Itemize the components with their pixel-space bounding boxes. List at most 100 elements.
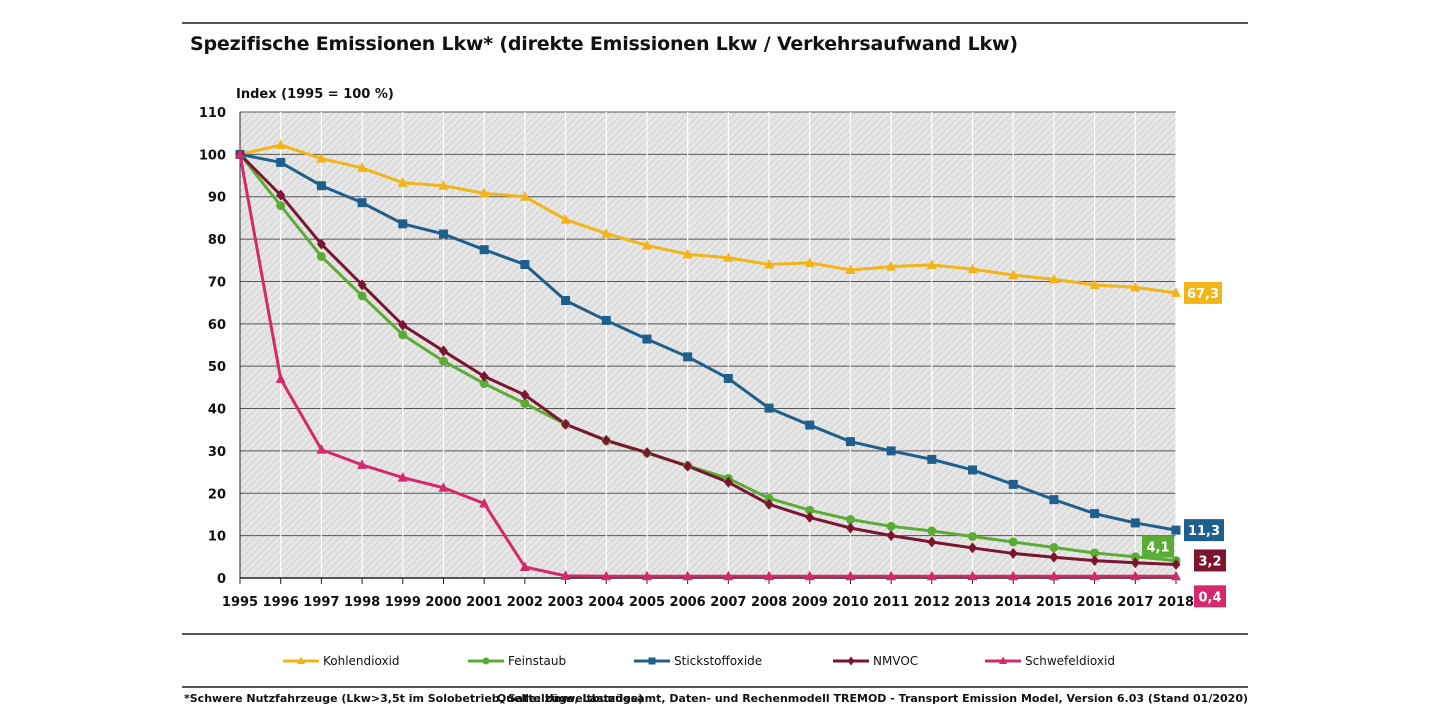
data-point-stickstoffoxide — [1008, 479, 1018, 489]
data-point-feinstaub — [316, 251, 326, 261]
data-point-kohlendioxid — [845, 264, 856, 275]
data-point-kohlendioxid — [560, 214, 571, 224]
data-point-stickstoffoxide — [561, 296, 571, 306]
series-line-feinstaub — [238, 153, 1177, 563]
data-point-nmvoc — [642, 447, 652, 459]
end-value-badge-stickstoffoxide — [1184, 519, 1224, 542]
x-tick-label: 2011 — [873, 595, 909, 610]
data-point-kohlendioxid — [275, 139, 286, 150]
data-point-stickstoffoxide — [1049, 495, 1059, 505]
series-line-nmvoc — [238, 153, 1177, 566]
data-point-nmvoc — [1090, 555, 1100, 567]
data-point-nmvoc — [1008, 547, 1018, 559]
data-point-schwefeldioxid — [723, 570, 734, 581]
data-point-stickstoffoxide — [479, 245, 489, 255]
data-point-stickstoffoxide — [927, 454, 937, 464]
data-point-schwefeldioxid — [804, 570, 815, 581]
legend-label-feinstaub: Feinstaub — [508, 654, 566, 668]
y-tick-label: 20 — [208, 487, 226, 502]
data-point-schwefeldioxid — [886, 570, 897, 581]
data-point-kohlendioxid — [926, 259, 937, 269]
data-point-schwefeldioxid — [275, 373, 286, 383]
top-rule — [182, 22, 1248, 24]
data-point-kohlendioxid — [519, 191, 530, 201]
data-point-stickstoffoxide — [276, 157, 286, 167]
plot-area — [240, 112, 1176, 578]
data-point-kohlendioxid — [641, 239, 652, 250]
legend-marker-nmvoc — [847, 656, 855, 666]
data-point-kohlendioxid — [1089, 279, 1100, 289]
x-tick-label: 2013 — [954, 595, 990, 610]
y-tick-label: 60 — [208, 318, 226, 333]
chart-title: Spezifische Emissionen Lkw* (direkte Emi… — [190, 33, 1018, 55]
data-point-schwefeldioxid — [235, 148, 245, 159]
data-point-feinstaub — [357, 291, 367, 301]
data-point-nmvoc — [316, 238, 326, 250]
data-point-schwefeldioxid — [316, 444, 327, 454]
x-tick-label: 2002 — [507, 595, 543, 610]
data-point-schwefeldioxid — [1008, 570, 1019, 581]
data-point-nmvoc — [357, 279, 367, 291]
data-point-feinstaub — [805, 505, 815, 515]
x-tick-label: 2015 — [1036, 595, 1072, 610]
data-point-feinstaub — [1008, 537, 1018, 547]
data-point-nmvoc — [520, 389, 530, 401]
data-point-kohlendioxid — [1171, 287, 1181, 297]
x-tick-label: 1998 — [344, 595, 380, 610]
data-point-stickstoffoxide — [357, 198, 367, 208]
data-point-feinstaub — [438, 356, 448, 366]
data-point-nmvoc — [438, 345, 448, 357]
data-point-nmvoc — [479, 370, 489, 382]
series-line-schwefeldioxid — [238, 154, 1176, 578]
data-point-stickstoffoxide — [764, 403, 774, 413]
legend-marker-feinstaub — [482, 657, 490, 665]
x-tick-label: 2008 — [751, 595, 787, 610]
data-point-schwefeldioxid — [1130, 570, 1141, 581]
y-axis-title: Index (1995 = 100 %) — [236, 87, 394, 102]
data-point-feinstaub — [479, 379, 489, 389]
x-tick-label: 1995 — [222, 595, 258, 610]
data-point-kohlendioxid — [397, 177, 408, 187]
data-point-feinstaub — [1090, 548, 1100, 558]
x-tick-label: 2004 — [588, 595, 624, 610]
end-value-badge-feinstaub — [1142, 535, 1174, 558]
data-point-stickstoffoxide — [398, 219, 408, 229]
y-tick-label: 30 — [208, 445, 226, 460]
data-point-nmvoc — [723, 476, 733, 488]
x-tick-label: 2006 — [670, 595, 706, 610]
data-point-kohlendioxid — [886, 261, 897, 271]
data-point-feinstaub — [276, 201, 286, 211]
data-point-kohlendioxid — [479, 187, 490, 198]
data-point-nmvoc — [601, 434, 611, 446]
data-point-feinstaub — [520, 398, 530, 408]
y-tick-label: 50 — [208, 360, 226, 375]
x-tick-label: 2012 — [914, 595, 950, 610]
data-point-stickstoffoxide — [316, 181, 326, 191]
data-point-stickstoffoxide — [968, 465, 978, 475]
data-point-nmvoc — [276, 189, 286, 201]
data-point-schwefeldioxid — [1089, 570, 1100, 581]
y-tick-label: 110 — [199, 106, 226, 121]
data-point-stickstoffoxide — [1090, 509, 1100, 519]
y-tick-label: 10 — [208, 530, 226, 545]
legend-label-nmvoc: NMVOC — [873, 654, 918, 668]
data-point-schwefeldioxid — [1048, 570, 1059, 581]
legend-label-schwefeldioxid: Schwefeldioxid — [1025, 654, 1115, 668]
series-line-stickstoffoxide — [239, 152, 1177, 532]
data-point-nmvoc — [764, 498, 774, 510]
data-point-stickstoffoxide — [438, 229, 448, 239]
data-point-nmvoc — [805, 511, 815, 523]
y-tick-label: 0 — [217, 572, 226, 587]
y-tick-label: 70 — [208, 275, 226, 290]
data-point-nmvoc — [1130, 557, 1140, 569]
source-note: Quelle: Umweltbundesamt, Daten- und Rech… — [496, 692, 1248, 705]
data-point-kohlendioxid — [1008, 269, 1019, 280]
data-point-schwefeldioxid — [764, 570, 775, 581]
data-point-stickstoffoxide — [1171, 525, 1181, 535]
data-point-kohlendioxid — [967, 263, 978, 274]
data-point-schwefeldioxid — [357, 459, 368, 469]
data-point-feinstaub — [927, 526, 937, 536]
data-point-nmvoc — [886, 530, 896, 542]
data-point-stickstoffoxide — [520, 260, 530, 270]
